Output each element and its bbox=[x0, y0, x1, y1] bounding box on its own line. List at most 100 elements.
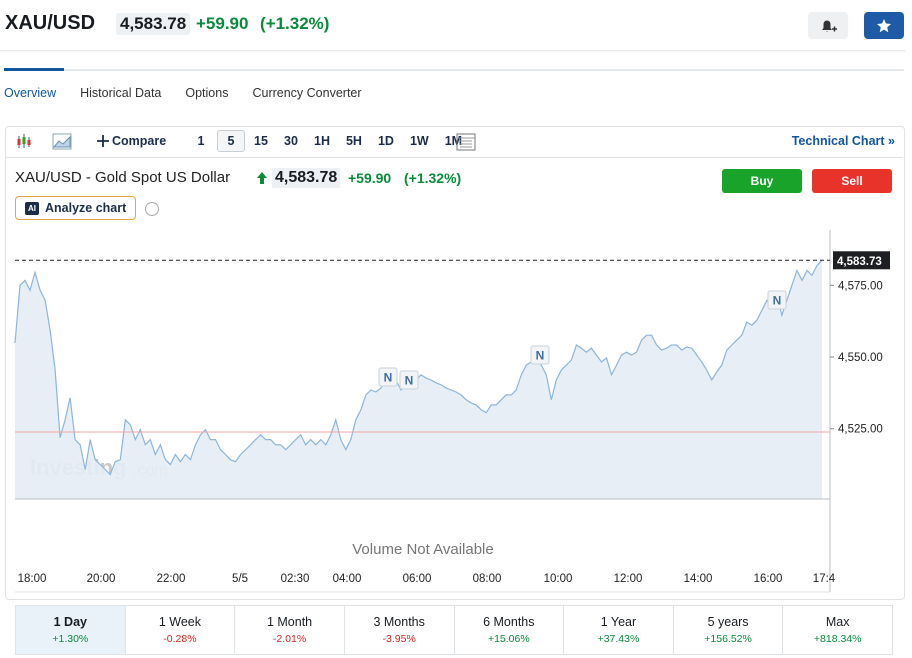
x-tick-label: 02:30 bbox=[281, 573, 310, 585]
chart: Investing.com4,525.004,550.004,575.004,5… bbox=[14, 230, 890, 593]
volume-note: Volume Not Available bbox=[352, 541, 493, 558]
period-cell[interactable]: 1 Month -2.01% bbox=[235, 606, 345, 654]
tab[interactable]: Overview bbox=[4, 86, 57, 100]
chart-change-pct: (+1.32%) bbox=[404, 170, 462, 186]
interval-button[interactable]: 5 bbox=[217, 130, 245, 152]
news-marker bbox=[767, 290, 787, 310]
compare-button[interactable]: Compare bbox=[97, 134, 166, 148]
news-marker-label: N bbox=[384, 371, 393, 385]
y-tick-label: 4,575.00 bbox=[838, 280, 883, 292]
sell-button[interactable]: Sell bbox=[812, 169, 892, 193]
period-cell[interactable]: 3 Months -3.95% bbox=[345, 606, 455, 654]
technical-label: Technical Chart bbox=[791, 134, 885, 148]
y-tick-label: 4,550.00 bbox=[838, 352, 883, 364]
period-label: 3 Months bbox=[373, 615, 425, 629]
arrow: » bbox=[888, 134, 895, 148]
period-change: +156.52% bbox=[704, 633, 752, 645]
interval-button[interactable]: 1W bbox=[409, 134, 429, 148]
star-icon bbox=[877, 19, 891, 33]
period-change: +15.06% bbox=[487, 633, 530, 645]
period-label: 5 years bbox=[707, 615, 749, 629]
chart-change: +59.90 bbox=[348, 170, 392, 186]
tabs: Overview Historical Data Options Currency C… bbox=[4, 86, 362, 100]
x-tick-label: 20:00 bbox=[87, 573, 116, 585]
period-cell[interactable]: 1 Day +1.30% bbox=[16, 606, 126, 654]
x-tick-label: 08:00 bbox=[473, 573, 502, 585]
tab[interactable]: Historical Data bbox=[80, 86, 162, 100]
info-icon[interactable] bbox=[145, 202, 159, 216]
period-cell[interactable]: 6 Months +15.06% bbox=[455, 606, 565, 654]
up-arrow bbox=[257, 172, 267, 184]
period-label: Max bbox=[825, 615, 850, 629]
period-change: +818.34% bbox=[813, 633, 862, 645]
chart-panel bbox=[5, 126, 905, 600]
y-tick-label: 4,525.00 bbox=[838, 424, 883, 436]
interval-button[interactable]: 1 bbox=[197, 134, 205, 148]
interval-button[interactable]: 5H bbox=[345, 134, 362, 148]
change-pct: (+1.32%) bbox=[260, 14, 330, 33]
news-marker bbox=[378, 367, 398, 387]
period-change: +1.30% bbox=[52, 633, 89, 645]
buy-button[interactable]: Buy bbox=[722, 169, 802, 193]
period-change: -0.28% bbox=[163, 633, 197, 645]
change: +59.90 bbox=[196, 14, 249, 33]
news-marker bbox=[399, 370, 419, 390]
analyze-label: Analyze chart bbox=[45, 201, 127, 215]
plus-icon bbox=[97, 135, 109, 147]
period-table: 1 Day +1.30% 1 Week -0.28% 1 Month -2.01% 3 Mo… bbox=[15, 605, 893, 655]
interval-button[interactable]: 1H bbox=[314, 134, 330, 148]
last-price-box bbox=[833, 251, 890, 270]
tab-indicator bbox=[4, 68, 64, 71]
period-label: 1 Year bbox=[600, 615, 637, 629]
chart-type-icons[interactable] bbox=[15, 132, 85, 152]
intervals: 1 5 15 30 1H 5H 1D 1W 1M bbox=[187, 130, 471, 152]
tab[interactable]: Currency Converter bbox=[252, 86, 362, 100]
x-tick-label: 14:00 bbox=[684, 573, 713, 585]
toolbar: Compare 1 5 15 30 1H 5H 1D 1W 1M Technical Chart… bbox=[5, 127, 903, 158]
table-icon[interactable] bbox=[455, 132, 477, 152]
last-price-label: 4,583.73 bbox=[837, 256, 882, 268]
interval-button[interactable]: 15 bbox=[254, 134, 268, 148]
ai-badge: AI bbox=[25, 201, 39, 215]
interval-button[interactable]: 30 bbox=[284, 134, 298, 148]
period-cell[interactable]: Max +818.34% bbox=[783, 606, 892, 654]
bell-icon bbox=[822, 20, 837, 32]
period-change: -3.95% bbox=[382, 633, 416, 645]
x-tick-label: 10:00 bbox=[544, 573, 573, 585]
x-tick-label: 12:00 bbox=[614, 573, 643, 585]
watchlist-button[interactable] bbox=[864, 12, 904, 39]
divider bbox=[4, 69, 904, 71]
price: 4,583.78 bbox=[116, 13, 191, 35]
x-tick-label: 04:00 bbox=[333, 573, 362, 585]
x-tick-label: 22:00 bbox=[157, 573, 186, 585]
tab[interactable]: Options bbox=[185, 86, 229, 100]
period-change: +37.43% bbox=[597, 633, 640, 645]
news-marker-label: N bbox=[773, 294, 782, 308]
chart-name: XAU/USD - Gold Spot US Dollar bbox=[15, 169, 231, 186]
divider bbox=[0, 50, 905, 51]
analyze-button[interactable]: AI Analyze chart bbox=[15, 196, 136, 220]
chart-price: 4,583.78 bbox=[272, 168, 341, 188]
symbol: XAU/USD bbox=[5, 12, 96, 34]
x-tick-label: 18:00 bbox=[18, 573, 47, 585]
period-cell[interactable]: 1 Week -0.28% bbox=[126, 606, 236, 654]
x-tick-label: 06:00 bbox=[403, 573, 432, 585]
alert-button[interactable] bbox=[808, 12, 848, 39]
period-cell[interactable]: 1 Year +37.43% bbox=[564, 606, 674, 654]
period-cell[interactable]: 5 years +156.52% bbox=[674, 606, 784, 654]
x-tick-label: 17:4 bbox=[813, 573, 836, 585]
x-tick-label: 5/5 bbox=[232, 573, 248, 585]
news-marker-label: N bbox=[536, 349, 545, 363]
period-label: 1 Day bbox=[53, 615, 87, 629]
period-change: -2.01% bbox=[272, 633, 307, 645]
news-marker-label: N bbox=[405, 374, 414, 388]
period-label: 1 Week bbox=[158, 615, 202, 629]
interval-button[interactable]: 1D bbox=[377, 134, 394, 148]
compare-label: Compare bbox=[112, 134, 167, 148]
news-marker bbox=[530, 345, 550, 365]
technical-chart-link[interactable]: Technical Chart » bbox=[792, 134, 895, 148]
x-tick-label: 16:00 bbox=[754, 573, 783, 585]
period-label: 1 Month bbox=[266, 615, 313, 629]
period-label: 6 Months bbox=[483, 615, 535, 629]
